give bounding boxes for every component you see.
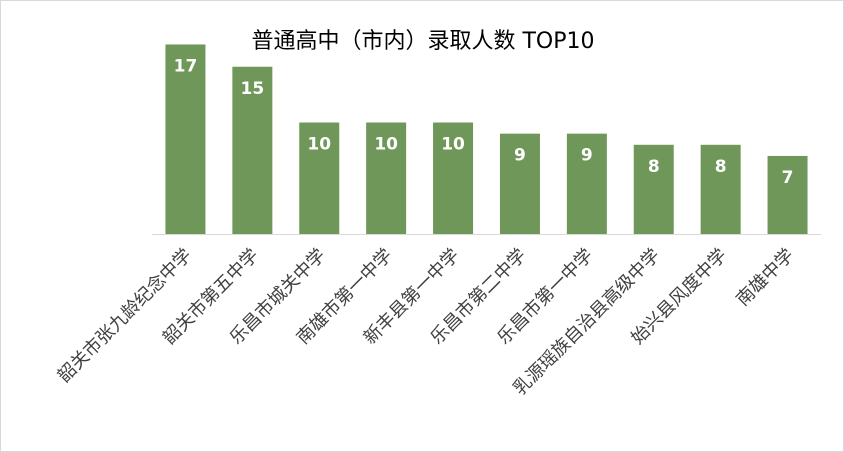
bar-10 bbox=[767, 155, 808, 234]
category-label-1: 韶关市张九龄纪念中学 bbox=[53, 244, 196, 387]
bar-2 bbox=[232, 66, 273, 234]
bar-series: 17 15 10 10 10 9 9 8 8 7 bbox=[165, 44, 808, 235]
bar-3 bbox=[299, 122, 340, 234]
bar-7 bbox=[566, 133, 607, 234]
data-label-10: 7 bbox=[782, 168, 794, 188]
data-label-1: 17 bbox=[174, 56, 198, 76]
category-label-10: 南雄中学 bbox=[732, 245, 798, 311]
bar-5 bbox=[433, 122, 474, 234]
data-label-2: 15 bbox=[241, 79, 265, 99]
bar-4 bbox=[366, 122, 407, 234]
category-labels: 韶关市张九龄纪念中学韶关市第五中学乐昌市城关中学南雄市第一中学新丰县第一中学乐昌… bbox=[53, 244, 798, 400]
bar-6 bbox=[499, 133, 540, 234]
data-label-6: 9 bbox=[514, 146, 526, 166]
data-label-8: 8 bbox=[648, 157, 660, 177]
bar-8 bbox=[633, 144, 674, 234]
bar-9 bbox=[700, 144, 741, 234]
data-label-5: 10 bbox=[441, 135, 465, 155]
chart-title: 普通高中（市内）录取人数 TOP10 bbox=[251, 29, 595, 54]
data-label-7: 9 bbox=[581, 146, 593, 166]
data-label-4: 10 bbox=[374, 135, 398, 155]
bar-1 bbox=[165, 44, 206, 235]
data-label-9: 8 bbox=[715, 157, 727, 177]
data-label-3: 10 bbox=[307, 135, 331, 155]
